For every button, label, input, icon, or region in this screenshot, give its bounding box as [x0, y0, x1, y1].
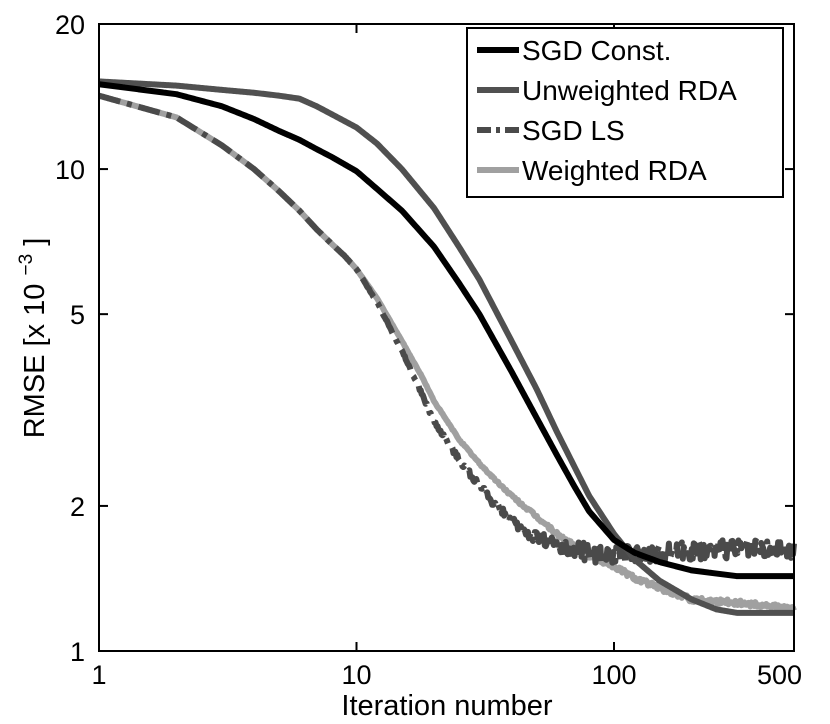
y-axis-label-main: RMSE [x 10: [19, 284, 51, 439]
axes-box: [98, 23, 795, 652]
legend-label-weighted-rda: Weighted RDA: [522, 155, 707, 186]
legend: SGD Const. Unweighted RDA SGD LS Weighted R…: [466, 27, 784, 198]
x-tick-label: 10: [341, 660, 371, 690]
y-tick-label: 10: [55, 155, 85, 185]
series-line-sgd-const: [96, 81, 797, 580]
y-tick-label: 5: [70, 300, 85, 330]
x-tick-label: 1: [91, 660, 106, 690]
legend-label-sgd-ls: SGD LS: [522, 115, 625, 146]
axes-frame: [98, 23, 795, 652]
series-line-unweighted-rda: [96, 78, 797, 616]
series-line-sgd-ls: [96, 92, 797, 567]
y-axis-label: RMSE [x 10 −3 ]: [7, 238, 51, 439]
x-axis-label: Iteration number: [341, 690, 553, 722]
series-lines: [96, 78, 797, 616]
legend-box: [466, 27, 784, 198]
x-tick-label: 100: [591, 660, 636, 690]
y-tick-label: 20: [55, 10, 85, 40]
axis-ticks: 1 10 100 500 1 2 5 10 20: [55, 10, 802, 690]
y-tick-label: 1: [70, 637, 85, 667]
legend-label-unweighted-rda: Unweighted RDA: [522, 75, 737, 106]
y-axis-label-close: ]: [19, 238, 51, 246]
x-tick-label: 500: [757, 660, 802, 690]
legend-label-sgd-const: SGD Const.: [522, 35, 671, 66]
y-tick-label: 2: [70, 492, 85, 522]
y-axis-label-exponent: −3: [16, 254, 37, 276]
